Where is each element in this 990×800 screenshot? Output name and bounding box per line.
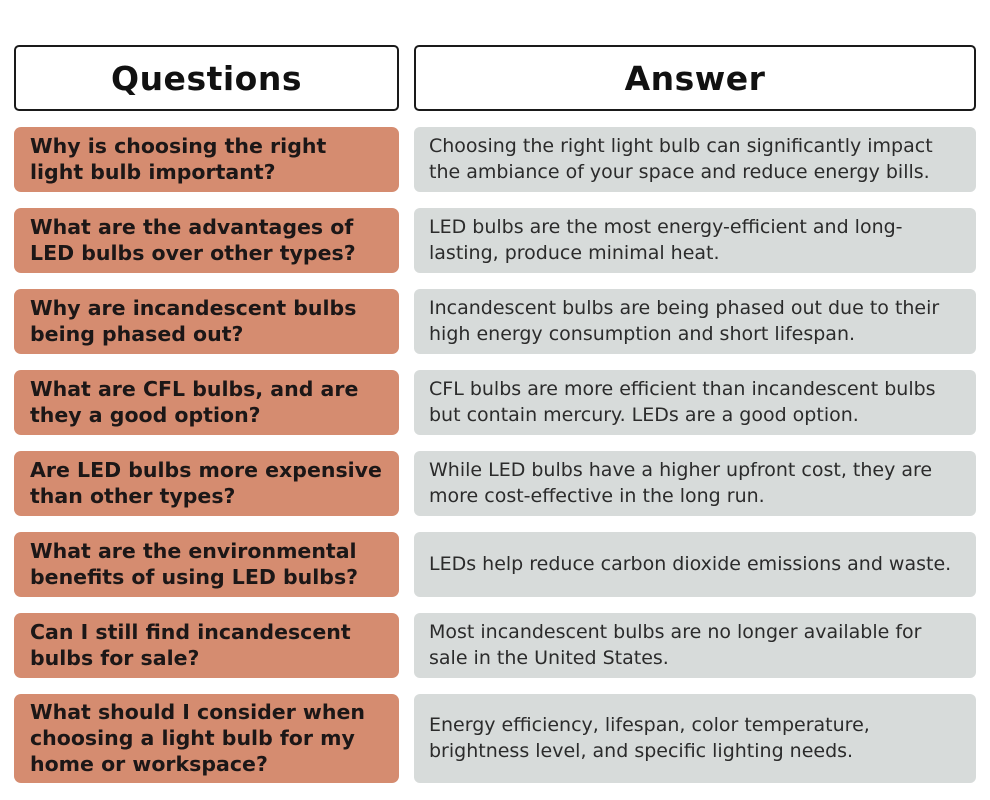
answer-column-header: Answer bbox=[414, 45, 976, 111]
answer-cell: LEDs help reduce carbon dioxide emission… bbox=[414, 532, 976, 597]
answer-text: While LED bulbs have a higher upfront co… bbox=[429, 458, 933, 507]
question-cell: Why is choosing the right light bulb imp… bbox=[14, 127, 399, 192]
question-text: What are the environmental benefits of u… bbox=[30, 538, 359, 589]
question-cell: What should I consider when choosing a l… bbox=[14, 694, 399, 784]
answer-cell: Energy efficiency, lifespan, color tempe… bbox=[414, 694, 976, 784]
answer-text: Choosing the right light bulb can signif… bbox=[429, 134, 933, 183]
question-text: Why is choosing the right light bulb imp… bbox=[30, 133, 327, 184]
answer-cell: CFL bulbs are more efficient than incand… bbox=[414, 370, 976, 435]
faq-row: Why are incandescent bulbs being phased … bbox=[14, 289, 976, 354]
answer-text: CFL bulbs are more efficient than incand… bbox=[429, 377, 936, 426]
faq-row: What are the advantages of LED bulbs ove… bbox=[14, 208, 976, 273]
question-text: What are CFL bulbs, and are they a good … bbox=[30, 376, 359, 427]
question-cell: What are the environmental benefits of u… bbox=[14, 532, 399, 597]
question-cell: What are CFL bulbs, and are they a good … bbox=[14, 370, 399, 435]
faq-row: Are LED bulbs more expensive than other … bbox=[14, 451, 976, 516]
faq-row: What are CFL bulbs, and are they a good … bbox=[14, 370, 976, 435]
faq-row: What should I consider when choosing a l… bbox=[14, 694, 976, 784]
answer-cell: Choosing the right light bulb can signif… bbox=[414, 127, 976, 192]
faq-row: Can I still find incandescent bulbs for … bbox=[14, 613, 976, 678]
answer-cell: LED bulbs are the most energy-efficient … bbox=[414, 208, 976, 273]
answer-text: LED bulbs are the most energy-efficient … bbox=[429, 215, 903, 264]
faq-row: What are the environmental benefits of u… bbox=[14, 532, 976, 597]
answer-cell: Incandescent bulbs are being phased out … bbox=[414, 289, 976, 354]
question-cell: What are the advantages of LED bulbs ove… bbox=[14, 208, 399, 273]
question-cell: Can I still find incandescent bulbs for … bbox=[14, 613, 399, 678]
questions-header-label: Questions bbox=[111, 58, 302, 98]
question-text: Why are incandescent bulbs being phased … bbox=[30, 295, 357, 346]
question-cell: Are LED bulbs more expensive than other … bbox=[14, 451, 399, 516]
faq-row: Why is choosing the right light bulb imp… bbox=[14, 127, 976, 192]
answer-header-label: Answer bbox=[624, 58, 766, 98]
answer-text: LEDs help reduce carbon dioxide emission… bbox=[429, 552, 952, 575]
question-text: Can I still find incandescent bulbs for … bbox=[30, 619, 351, 670]
table-header-row: Questions Answer bbox=[14, 45, 976, 111]
question-cell: Why are incandescent bulbs being phased … bbox=[14, 289, 399, 354]
answer-text: Energy efficiency, lifespan, color tempe… bbox=[429, 713, 870, 762]
question-text: What are the advantages of LED bulbs ove… bbox=[30, 214, 356, 265]
question-text: Are LED bulbs more expensive than other … bbox=[30, 457, 382, 508]
answer-cell: Most incandescent bulbs are no longer av… bbox=[414, 613, 976, 678]
answer-cell: While LED bulbs have a higher upfront co… bbox=[414, 451, 976, 516]
answer-text: Most incandescent bulbs are no longer av… bbox=[429, 620, 922, 669]
question-text: What should I consider when choosing a l… bbox=[30, 700, 365, 776]
answer-text: Incandescent bulbs are being phased out … bbox=[429, 296, 940, 345]
questions-column-header: Questions bbox=[14, 45, 399, 111]
